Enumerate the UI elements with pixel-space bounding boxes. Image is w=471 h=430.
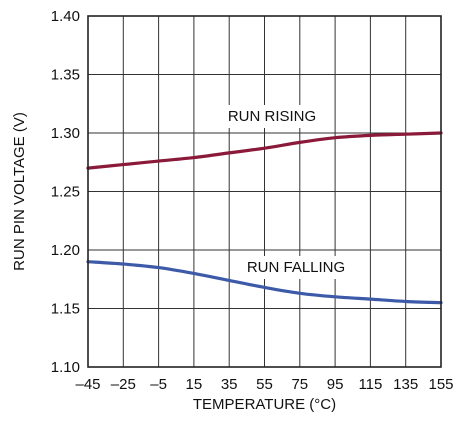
plot-frame <box>87 15 442 368</box>
y-tick-label: 1.25 <box>51 184 80 201</box>
run-rising-label-background <box>221 105 323 128</box>
y-tick-label: 1.40 <box>51 8 80 25</box>
x-tick-label: 95 <box>327 376 344 393</box>
x-tick-label: 35 <box>221 376 238 393</box>
x-tick-label: 155 <box>428 376 453 393</box>
run-falling-label-background <box>240 256 352 279</box>
series-labels: RUN RISING RUN FALLING <box>221 105 352 279</box>
y-tick-label: 1.30 <box>51 125 80 142</box>
x-tick-label: 115 <box>358 376 382 393</box>
y-axis-label: RUN PIN VOLTAGE (V) <box>11 112 28 271</box>
y-tick-label: 1.35 <box>51 67 80 84</box>
x-tick-label: 55 <box>256 376 273 393</box>
run-falling-line <box>86 260 443 305</box>
y-tick-label: 1.15 <box>51 301 80 318</box>
y-tick-label: 1.10 <box>51 359 80 376</box>
x-tick-label: –25 <box>111 376 136 393</box>
grid <box>87 15 442 368</box>
x-tick-label: –45 <box>75 376 100 393</box>
y-tick-label: 1.20 <box>51 242 80 259</box>
x-tick-label: 75 <box>291 376 308 393</box>
run-rising-line <box>86 131 443 170</box>
x-axis-ticks: –45 –25 –5 15 35 55 75 95 115 135 155 <box>75 376 453 393</box>
plot-series <box>86 131 443 305</box>
run-rising-label: RUN RISING <box>228 108 316 125</box>
run-falling-label: RUN FALLING <box>247 259 345 276</box>
x-axis-label: TEMPERATURE (°C) <box>193 396 336 413</box>
x-tick-label: –5 <box>150 376 167 393</box>
y-axis-ticks: 1.10 1.15 1.20 1.25 1.30 1.35 1.40 <box>51 8 80 376</box>
x-tick-label: 135 <box>393 376 418 393</box>
x-tick-label: 15 <box>186 376 203 393</box>
